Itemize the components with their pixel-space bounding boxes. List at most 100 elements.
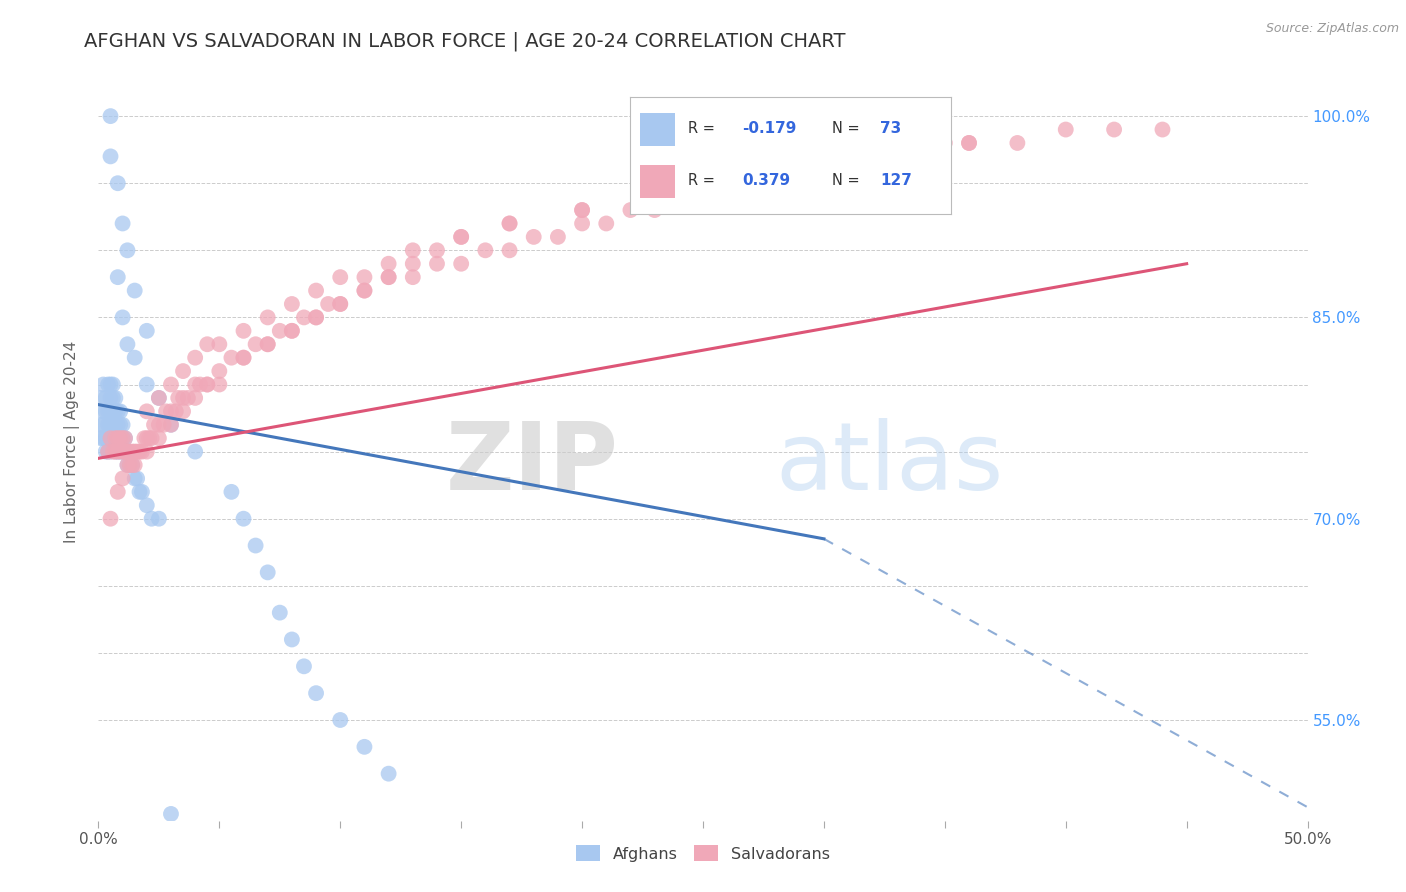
Point bbox=[124, 351, 146, 365]
Point bbox=[498, 217, 520, 231]
Point bbox=[188, 377, 211, 392]
Point bbox=[91, 377, 114, 392]
Point bbox=[195, 377, 218, 392]
Point bbox=[143, 417, 166, 432]
Point bbox=[402, 257, 425, 271]
Point bbox=[934, 136, 956, 150]
Point bbox=[104, 444, 127, 458]
Point bbox=[450, 257, 472, 271]
Y-axis label: In Labor Force | Age 20-24: In Labor Force | Age 20-24 bbox=[63, 341, 80, 542]
Point bbox=[195, 377, 218, 392]
Point bbox=[117, 458, 139, 472]
Text: ZIP: ZIP bbox=[446, 418, 619, 510]
Point bbox=[281, 324, 304, 338]
Point bbox=[101, 391, 124, 405]
Point bbox=[281, 297, 304, 311]
Point bbox=[155, 404, 177, 418]
Point bbox=[498, 244, 520, 258]
Point bbox=[117, 444, 139, 458]
Point bbox=[305, 284, 328, 298]
Point bbox=[108, 404, 131, 418]
Point bbox=[177, 391, 200, 405]
Text: AFGHAN VS SALVADORAN IN LABOR FORCE | AGE 20-24 CORRELATION CHART: AFGHAN VS SALVADORAN IN LABOR FORCE | AG… bbox=[84, 31, 846, 51]
Point bbox=[104, 431, 127, 445]
Point bbox=[97, 404, 120, 418]
Point bbox=[127, 471, 149, 485]
Point bbox=[377, 257, 399, 271]
Point bbox=[121, 458, 143, 472]
Point bbox=[117, 458, 139, 472]
Point bbox=[101, 417, 124, 432]
Point bbox=[1054, 122, 1077, 136]
Point bbox=[101, 404, 124, 418]
Point bbox=[221, 484, 243, 499]
Point bbox=[104, 391, 127, 405]
Legend: Afghans, Salvadorans: Afghans, Salvadorans bbox=[568, 838, 838, 870]
Point bbox=[644, 202, 666, 217]
Point bbox=[195, 337, 218, 351]
Point bbox=[100, 149, 122, 163]
Point bbox=[426, 257, 449, 271]
Point bbox=[117, 444, 139, 458]
Point bbox=[232, 324, 254, 338]
Point bbox=[269, 324, 291, 338]
Point bbox=[107, 444, 129, 458]
Point bbox=[135, 404, 157, 418]
Point bbox=[91, 404, 114, 418]
Point bbox=[256, 310, 278, 325]
Point bbox=[281, 324, 304, 338]
Point bbox=[104, 431, 127, 445]
Point bbox=[292, 659, 315, 673]
Point bbox=[108, 444, 131, 458]
Point bbox=[114, 431, 136, 445]
Point bbox=[740, 176, 762, 190]
Point bbox=[160, 806, 183, 821]
Point bbox=[128, 444, 150, 458]
Point bbox=[232, 512, 254, 526]
Point bbox=[91, 431, 114, 445]
Point bbox=[100, 109, 122, 123]
Point bbox=[172, 364, 194, 378]
Point bbox=[957, 136, 980, 150]
Point bbox=[97, 417, 120, 432]
Point bbox=[316, 297, 339, 311]
Point bbox=[256, 566, 278, 580]
Point bbox=[353, 270, 375, 285]
Point bbox=[135, 324, 157, 338]
Point bbox=[100, 391, 122, 405]
Point bbox=[100, 512, 122, 526]
Point bbox=[813, 162, 835, 177]
Point bbox=[90, 417, 112, 432]
Point bbox=[402, 270, 425, 285]
Point bbox=[184, 391, 207, 405]
Point bbox=[148, 391, 170, 405]
Point bbox=[111, 444, 134, 458]
Point bbox=[571, 202, 593, 217]
Point bbox=[152, 417, 174, 432]
Point bbox=[184, 444, 207, 458]
Text: atlas: atlas bbox=[776, 418, 1004, 510]
Point bbox=[1152, 122, 1174, 136]
Point bbox=[523, 230, 546, 244]
Point bbox=[269, 606, 291, 620]
Point bbox=[644, 189, 666, 203]
Point bbox=[121, 444, 143, 458]
Point bbox=[692, 176, 714, 190]
Point bbox=[124, 471, 146, 485]
Point bbox=[208, 364, 231, 378]
Point bbox=[108, 417, 131, 432]
Point bbox=[124, 458, 146, 472]
Point bbox=[100, 431, 122, 445]
Point bbox=[232, 351, 254, 365]
Point bbox=[353, 284, 375, 298]
Point bbox=[104, 404, 127, 418]
Point bbox=[172, 404, 194, 418]
Point bbox=[148, 391, 170, 405]
Point bbox=[329, 713, 352, 727]
Point bbox=[97, 444, 120, 458]
Point bbox=[104, 444, 127, 458]
Point bbox=[305, 686, 328, 700]
Point bbox=[245, 539, 267, 553]
Point bbox=[498, 217, 520, 231]
Point bbox=[135, 377, 157, 392]
